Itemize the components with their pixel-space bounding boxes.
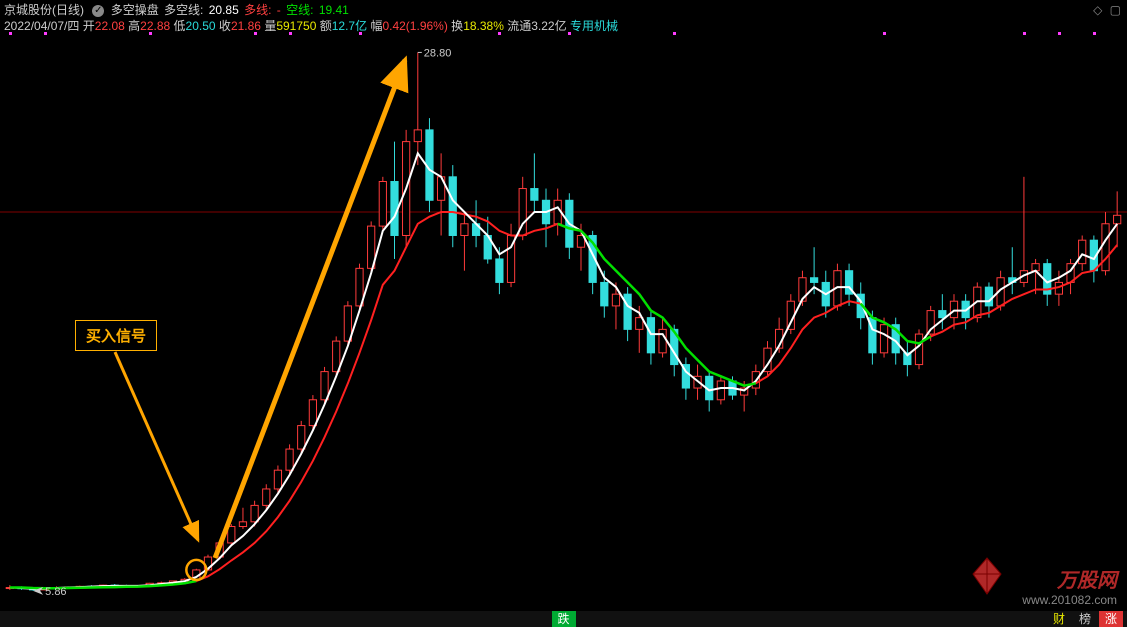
svg-text:5.86: 5.86 [45, 586, 66, 598]
kite-icon [967, 556, 1007, 596]
candlestick-chart[interactable]: 28.80 5.86 [0, 0, 1127, 627]
watermark-brand: 万股网 [1057, 570, 1117, 592]
tab-finance[interactable]: 财 [1047, 611, 1071, 627]
chart-container: 京城股份(日线) ✓ 多空操盘 多空线: 20.85 多线: - 空线: 19.… [0, 0, 1127, 627]
buy-signal-annotation: 买入信号 [75, 320, 157, 351]
watermark-url: www.201082.com [1022, 593, 1117, 607]
svg-text:28.80: 28.80 [424, 47, 452, 59]
watermark: 万股网 www.201082.com [1022, 564, 1117, 607]
tab-up[interactable]: 涨 [1099, 611, 1123, 627]
tab-rank[interactable]: 榜 [1073, 611, 1097, 627]
bottom-tabs: 跌 财 榜 涨 [0, 611, 1127, 627]
tab-down[interactable]: 跌 [551, 611, 575, 627]
